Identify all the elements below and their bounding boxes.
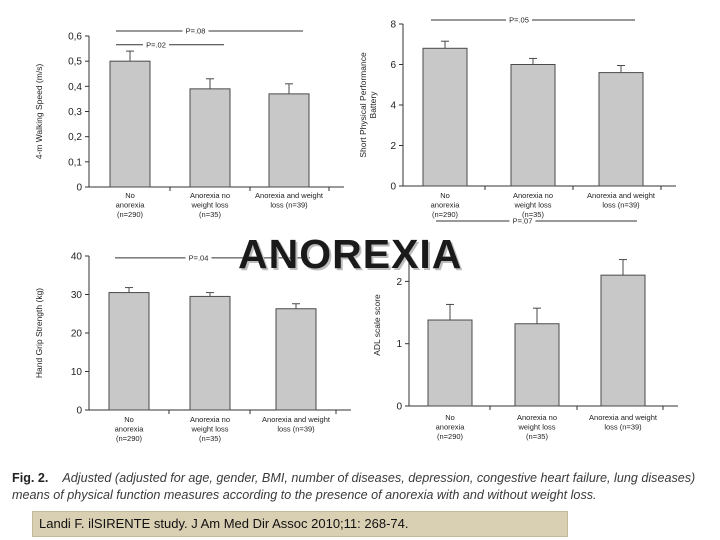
y-tick-label: 0,2 (68, 132, 82, 143)
caption-text: Adjusted (adjusted for age, gender, BMI,… (12, 471, 696, 502)
bar (422, 47, 468, 187)
category-label: No anorexia (n=290) (116, 191, 146, 219)
y-tick-label: 2 (396, 277, 402, 288)
figure-label: Fig. 2. (12, 471, 49, 485)
chart-sppb: 0 2 4 6 8 Short Physical PerformanceBattery No… (350, 10, 700, 232)
y-axis-label: Short Physical PerformanceBattery (358, 52, 378, 158)
y-tick-label: 0 (76, 406, 82, 417)
bar (109, 60, 151, 188)
y-tick-label: 4 (390, 101, 396, 112)
chart-hand-grip: 0 10 20 30 40 Hand Grip Strength (kg) No anorex… (20, 238, 351, 448)
overlay-title: ANOREXIA (238, 231, 463, 277)
y-tick-label: 0 (76, 183, 82, 194)
bar (598, 72, 644, 187)
y-axis-label: Hand Grip Strength (kg) (34, 288, 44, 378)
y-tick-label: 0 (390, 182, 396, 193)
adl-svg: 0 1 2 ADL scale score No anorexia (n=290) Anore… (372, 216, 678, 441)
walking-speed-svg: 0 0,1 0,2 0,3 0,4 0,5 0,6 4-m Walking Speed (m/… (34, 26, 344, 219)
y-axis-label: 4-m Walking Speed (m/s) (34, 64, 44, 160)
bar (510, 64, 556, 187)
y-axis-label: ADL scale score (372, 294, 382, 356)
category-label: Anorexia and weight loss (n=39) (255, 191, 324, 210)
category-label: Anorexia and weight loss (n=39) (587, 191, 656, 210)
y-tick-label: 1 (396, 339, 402, 350)
category-label: No anorexia (n=290) (436, 413, 466, 441)
bar (268, 93, 310, 188)
y-tick-label: 2 (390, 141, 396, 152)
y-tick-label: 8 (390, 20, 396, 31)
category-label: Anorexia no weight loss (n=35) (190, 191, 230, 219)
category-label: Anorexia no weight loss (n=35) (517, 413, 557, 441)
bar (427, 319, 473, 407)
y-tick-label: 30 (71, 290, 83, 301)
pvalue-label: P=.04 (189, 253, 209, 262)
category-label: Anorexia and weight loss (n=39) (589, 413, 658, 432)
y-tick-label: 20 (71, 329, 83, 340)
category-label: No anorexia (n=290) (115, 415, 145, 443)
sppb-svg: 0 2 4 6 8 Short Physical PerformanceBattery No… (358, 15, 676, 219)
pvalue-label: P=.05 (509, 15, 529, 24)
y-tick-label: 0,3 (68, 107, 82, 118)
y-tick-label: 40 (71, 252, 83, 263)
bar (275, 308, 317, 411)
y-tick-label: 6 (390, 60, 396, 71)
y-tick-label: 0 (396, 402, 402, 413)
bar (189, 88, 231, 188)
y-tick-label: 10 (71, 367, 83, 378)
bar (600, 274, 646, 407)
pvalue-label: P=.07 (513, 216, 533, 225)
citation-box: Landi F. ilSIRENTE study. J Am Med Dir A… (32, 511, 568, 537)
bar (108, 292, 150, 411)
bar (189, 295, 231, 411)
hand-grip-svg: 0 10 20 30 40 Hand Grip Strength (kg) No anorex… (34, 252, 351, 443)
pvalue-label: P=.02 (146, 40, 166, 49)
chart-adl: 0 1 2 ADL scale score No anorexia (n=290) Anore… (350, 216, 700, 448)
category-label: Anorexia and weight loss (n=39) (262, 415, 331, 434)
chart-walking-speed: 0 0,1 0,2 0,3 0,4 0,5 0,6 4-m Walking Speed (m/… (20, 12, 350, 234)
y-tick-label: 0,1 (68, 157, 82, 168)
category-label: Anorexia no weight loss (n=35) (513, 191, 553, 219)
y-tick-label: 0,5 (68, 57, 82, 68)
category-label: Anorexia no weight loss (n=35) (190, 415, 230, 443)
category-label: No anorexia (n=290) (431, 191, 461, 219)
figure-caption: Fig. 2. Adjusted (adjusted for age, gende… (12, 470, 712, 504)
pvalue-label: P=.08 (186, 26, 206, 35)
y-tick-label: 0,4 (68, 82, 82, 93)
bar (514, 323, 560, 407)
y-tick-label: 0,6 (68, 32, 82, 43)
